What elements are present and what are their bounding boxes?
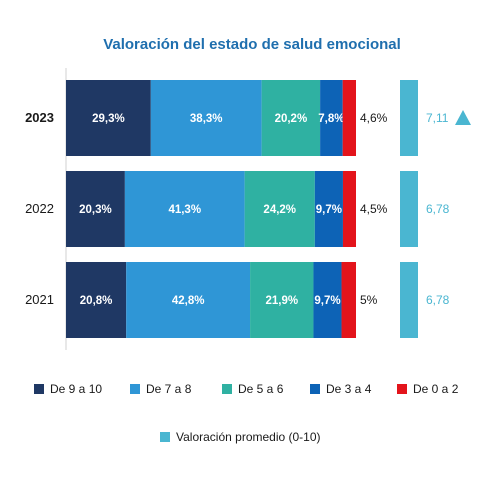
bar-segment	[66, 80, 151, 156]
bar-segment	[250, 262, 314, 338]
year-label: 2021	[25, 292, 54, 307]
segment-label: 24,2%	[263, 204, 296, 216]
segment-label: 9,7%	[316, 204, 342, 216]
segment-label: 5%	[360, 293, 378, 307]
segment-label: 29,3%	[92, 113, 125, 125]
legend-swatch	[310, 384, 320, 394]
segment-label: 42,8%	[172, 295, 205, 307]
average-bar	[400, 80, 418, 156]
segment-label: 4,5%	[360, 202, 388, 216]
segment-label: 21,9%	[265, 295, 298, 307]
bar-segment	[124, 171, 245, 247]
average-bar	[400, 171, 418, 247]
bar-segment	[244, 171, 315, 247]
average-label: 6,78	[426, 293, 450, 307]
legend-label: De 0 a 2	[413, 382, 459, 396]
legend-label: De 7 a 8	[146, 382, 192, 396]
year-label: 2022	[25, 201, 54, 216]
trend-up-icon	[455, 110, 471, 125]
average-label: 7,11	[426, 111, 449, 125]
average-label: 6,78	[426, 202, 450, 216]
legend-label: Valoración promedio (0-10)	[176, 430, 321, 444]
bar-segment	[341, 262, 356, 338]
legend-label: De 5 a 6	[238, 382, 284, 396]
segment-label: 41,3%	[168, 204, 201, 216]
bar-segment	[313, 262, 342, 338]
bar-segment	[126, 262, 251, 338]
legend-label: De 9 a 10	[50, 382, 102, 396]
bar-segment	[66, 171, 125, 247]
segment-label: 7,8%	[318, 113, 344, 125]
bar-segment	[150, 80, 262, 156]
bar-segment	[66, 262, 127, 338]
segment-label: 20,2%	[275, 113, 308, 125]
legend-swatch	[160, 432, 170, 442]
segment-label: 4,6%	[360, 111, 388, 125]
segment-label: 9,7%	[314, 295, 340, 307]
chart-title: Valoración del estado de salud emocional	[103, 36, 401, 53]
bar-rows: 2023 29,3% 38,3% 20,2% 7,8% 4,6% 7,11 2022 20,3%…	[25, 80, 471, 338]
legend-swatch	[397, 384, 407, 394]
average-bar	[400, 262, 418, 338]
legend-label: De 3 a 4	[326, 382, 372, 396]
legend: De 9 a 10 De 7 a 8 De 5 a 6 De 3 a 4 De 0 a …	[34, 382, 459, 444]
bar-segment	[342, 80, 356, 156]
bar-segment	[261, 80, 321, 156]
legend-swatch	[130, 384, 140, 394]
segment-label: 20,8%	[80, 295, 113, 307]
bar-segment	[320, 80, 343, 156]
legend-swatch	[222, 384, 232, 394]
legend-swatch	[34, 384, 44, 394]
year-label: 2023	[25, 110, 54, 125]
segment-label: 20,3%	[79, 204, 112, 216]
bar-segment	[314, 171, 343, 247]
bar-segment	[342, 171, 356, 247]
segment-label: 38,3%	[190, 113, 223, 125]
